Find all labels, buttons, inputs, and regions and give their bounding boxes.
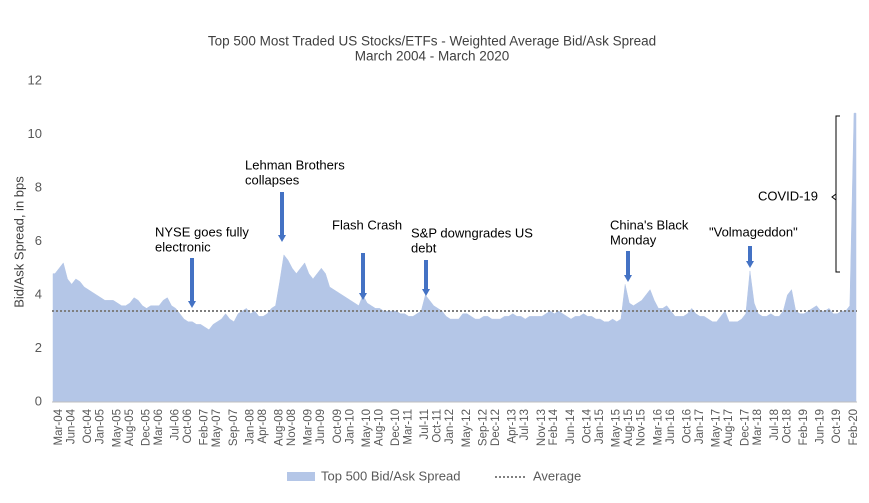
x-tick-label: Feb-07	[199, 409, 211, 445]
x-tick-label: Oct-11	[432, 409, 444, 443]
x-tick-label: Jan-15	[594, 409, 606, 444]
x-tick-label: Dec-17	[740, 409, 752, 446]
x-tick-label: Oct-18	[781, 409, 793, 444]
x-tick-label: Apr-08	[257, 409, 269, 444]
annotation: electronic	[155, 239, 211, 254]
x-tick-label: Aug-15	[623, 409, 635, 446]
x-tick-label: May-17	[711, 409, 723, 447]
x-tick-label: Aug-05	[124, 409, 136, 446]
annotation: COVID-19	[758, 188, 818, 203]
x-tick-label: May-05	[111, 409, 123, 447]
legend-label: Average	[533, 468, 581, 483]
x-tick-label: May-15	[611, 409, 623, 447]
x-tick-label: Jul-18	[769, 409, 781, 440]
x-tick-label: Jun-19	[815, 409, 827, 444]
y-tick-label: 12	[28, 72, 42, 87]
annotation: Monday	[610, 232, 657, 247]
y-tick-label: 4	[35, 286, 42, 301]
annotation: Flash Crash	[332, 217, 402, 232]
annotation-arrowhead	[746, 261, 754, 268]
x-tick-label: Mar-06	[153, 409, 165, 445]
x-tick-label: Aug-08	[274, 409, 286, 446]
legend-swatch	[287, 472, 315, 481]
x-tick-label: Oct-09	[332, 409, 344, 444]
annotation: China's Black	[610, 217, 689, 232]
x-tick-label: Nov-08	[286, 409, 298, 446]
annotation-arrowhead	[278, 235, 286, 242]
x-tick-label: Aug-17	[723, 409, 735, 446]
x-tick-label: May-10	[361, 409, 373, 447]
chart-title: Top 500 Most Traded US Stocks/ETFs - Wei…	[208, 34, 656, 49]
x-tick-label: May-07	[211, 409, 223, 447]
x-tick-label: Jan-12	[444, 409, 456, 444]
annotation-arrowhead	[359, 293, 367, 300]
annotation: debt	[411, 240, 437, 255]
x-tick-label: Mar-09	[303, 409, 315, 445]
y-tick-label: 10	[28, 126, 42, 141]
x-tick-label: Jun-14	[565, 408, 577, 444]
x-tick-label: Oct-04	[82, 408, 94, 443]
y-tick-label: 8	[35, 179, 42, 194]
x-tick-label: Jul-06	[170, 409, 182, 440]
annotation: S&P downgrades US	[411, 225, 533, 240]
y-tick-label: 2	[35, 340, 42, 355]
x-tick-label: Dec-05	[140, 409, 152, 446]
x-tick-label: Oct-19	[831, 409, 843, 444]
x-tick-label: May-12	[461, 409, 473, 447]
annotation-arrowhead	[188, 301, 196, 308]
x-tick-label: Sep-07	[228, 409, 240, 446]
x-tick-label: Jun-04	[66, 408, 78, 444]
area	[52, 112, 857, 403]
y-axis-label: Bid/Ask Spread, in bps	[11, 176, 26, 308]
x-tick-label: Dec-10	[390, 409, 402, 446]
y-tick-label: 6	[35, 233, 42, 248]
annotation-arrowhead	[422, 289, 430, 296]
x-tick-label: Oct-14	[582, 408, 594, 443]
x-tick-label: Oct-16	[681, 409, 693, 444]
x-tick-label: Jun-09	[315, 409, 327, 444]
x-tick-label: Sep-12	[478, 409, 490, 446]
y-tick-label: 0	[35, 393, 42, 408]
x-tick-label: Jul-13	[519, 409, 531, 440]
x-tick-label: Jun-16	[665, 409, 677, 444]
annotation: NYSE goes fully	[155, 224, 249, 239]
x-tick-label: Feb-20	[848, 409, 860, 445]
x-tick-label: Feb-19	[798, 409, 810, 445]
annotation: "Volmageddon"	[709, 224, 798, 239]
x-tick-label: Feb-14	[548, 408, 560, 445]
legend-label: Top 500 Bid/Ask Spread	[321, 468, 460, 483]
x-tick-label: Apr-13	[507, 409, 519, 444]
x-tick-label: Aug-10	[373, 409, 385, 446]
annotation: Lehman Brothers	[245, 157, 345, 172]
x-tick-label: Jan-10	[344, 409, 356, 444]
x-tick-label: Nov-13	[536, 409, 548, 446]
annotation-bracket	[831, 115, 840, 273]
x-tick-label: Nov-15	[636, 409, 648, 446]
x-tick-label: Oct-06	[182, 409, 194, 444]
x-tick-label: Jul-11	[419, 409, 431, 439]
chart-subtitle: March 2004 - March 2020	[355, 49, 510, 64]
x-tick-label: Mar-16	[652, 409, 664, 445]
annotation-arrowhead	[624, 275, 632, 282]
x-tick-label: Mar-18	[752, 409, 764, 445]
x-tick-label: Jan-08	[244, 409, 256, 444]
x-tick-label: Dec-12	[490, 409, 502, 446]
x-tick-label: Jan-05	[95, 409, 107, 444]
x-tick-label: Mar-11	[403, 409, 415, 445]
x-tick-label: Mar-04	[53, 408, 65, 445]
annotation: collapses	[245, 172, 300, 187]
x-tick-label: Jan-17	[694, 409, 706, 444]
